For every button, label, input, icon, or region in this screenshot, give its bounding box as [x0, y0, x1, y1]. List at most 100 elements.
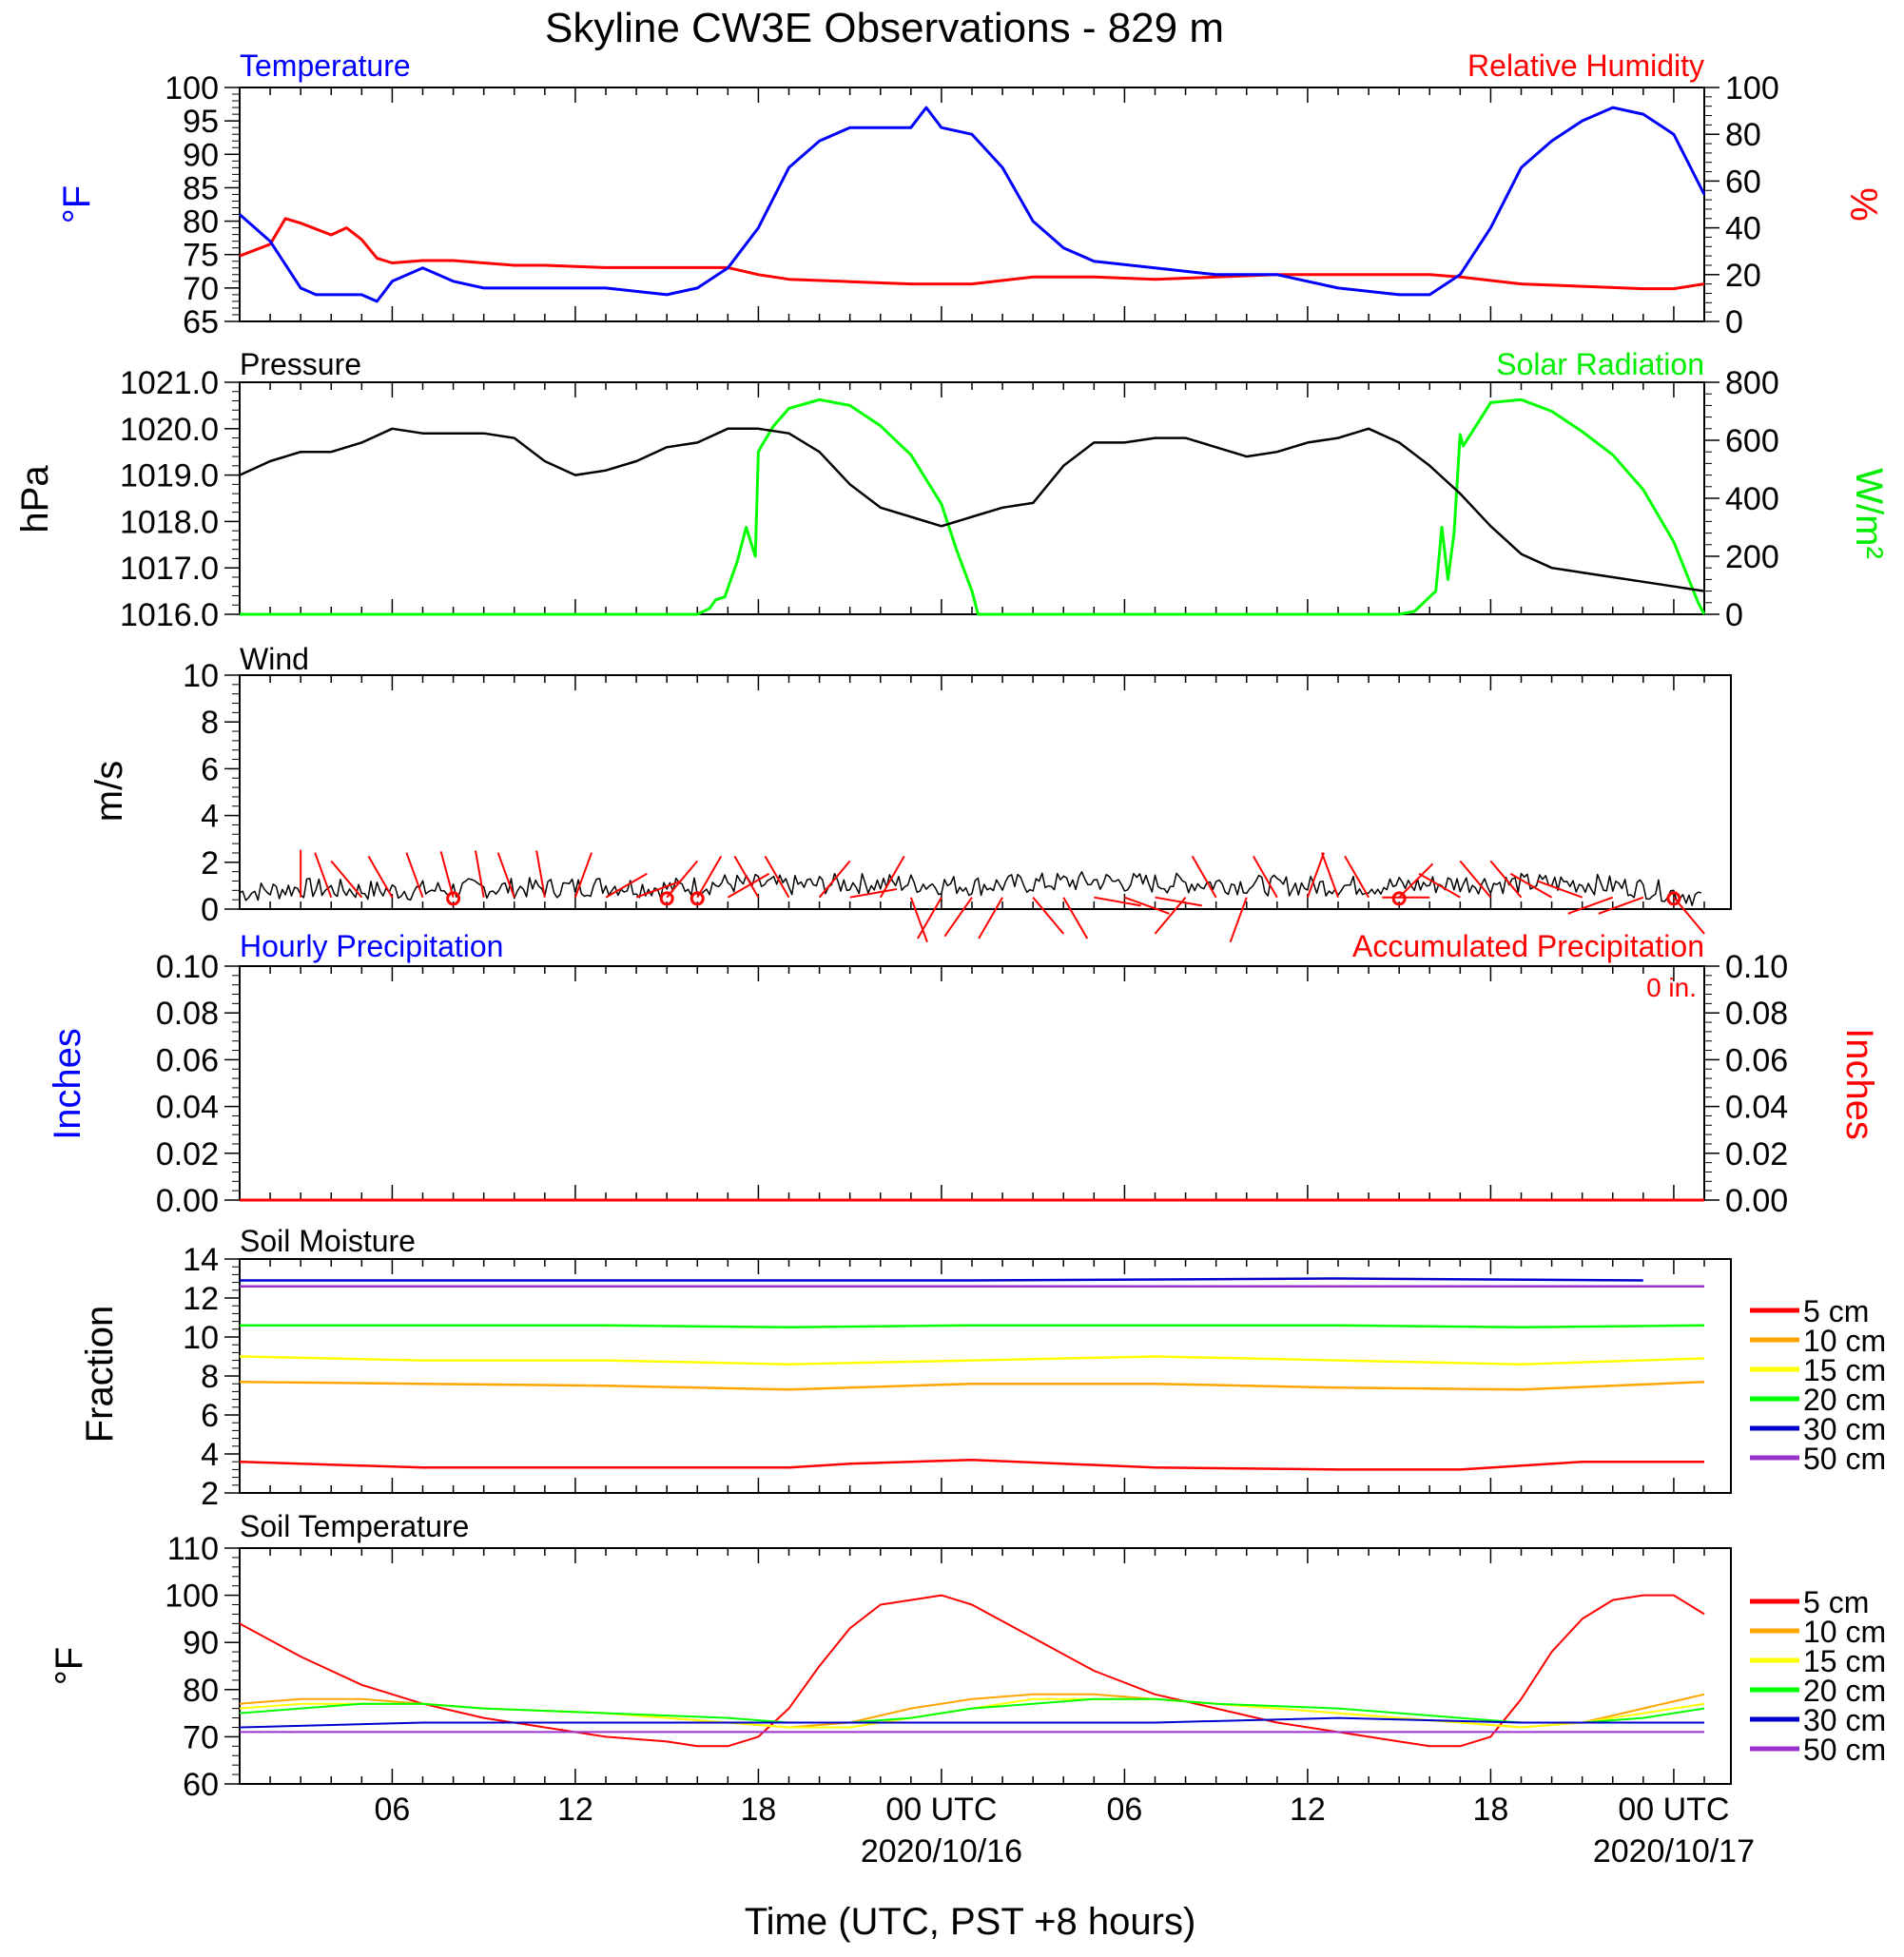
- calm-wind-marker: [1391, 891, 1407, 906]
- wind-barb: [696, 855, 723, 899]
- wind-barb: [818, 860, 851, 899]
- y-tick-label: 2: [201, 845, 219, 882]
- wind-barb: [1306, 852, 1325, 899]
- x-tick-label: 06: [375, 1792, 411, 1828]
- wind-barb: [764, 855, 790, 899]
- hourly-precip-unit: Inches: [47, 1028, 88, 1140]
- wind-panel: 10 8 6 4 2 0 Wind m/s: [88, 642, 1732, 943]
- wind-unit: m/s: [88, 761, 130, 822]
- pressure-panel: 1021.0 1020.0 1019.0 1018.0 1017.0 1016.0 800 6…: [14, 347, 1890, 633]
- wind-barb: [917, 897, 942, 940]
- y-tick-label: 14: [183, 1242, 219, 1278]
- chart-title: Skyline CW3E Observations - 829 m: [545, 5, 1224, 51]
- accum-precip-total: 0 in.: [1646, 973, 1697, 1002]
- y-tick-label: 100: [165, 70, 219, 107]
- soil-moisture-unit: Fraction: [79, 1306, 121, 1444]
- legend-label-5-cm: 5 cm: [1803, 1294, 1869, 1328]
- wind-barb: [1155, 896, 1202, 907]
- soil-moisture-line-30-cm: [240, 1277, 1643, 1282]
- wind-barb: [1094, 896, 1141, 907]
- wind-barb: [943, 897, 973, 938]
- y-tick-label: 8: [201, 705, 219, 741]
- pressure-unit: hPa: [14, 465, 56, 533]
- wind-barb: [1567, 896, 1614, 915]
- wind-barb: [573, 852, 593, 899]
- y-tick-label: 0.10: [156, 949, 219, 985]
- wind-barb: [330, 860, 363, 899]
- pressure-line: [239, 427, 1705, 592]
- y-tick-label: 1018.0: [120, 504, 219, 540]
- wind-barb: [496, 852, 515, 899]
- wind-barb: [1398, 862, 1434, 899]
- wind-title: Wind: [240, 642, 309, 676]
- y2-tick-label: 0.04: [1725, 1090, 1788, 1126]
- wind-barb: [879, 855, 905, 899]
- legend-label-30-cm: 30 cm: [1803, 1703, 1886, 1737]
- wind-barb: [314, 852, 333, 899]
- wind-barb: [1489, 860, 1523, 899]
- wind-barb: [1537, 880, 1583, 899]
- wind-barb: [909, 897, 928, 943]
- y-tick-label: 1020.0: [120, 412, 219, 448]
- y-tick-label: 1019.0: [120, 458, 219, 494]
- y-tick-label: 4: [201, 1437, 219, 1473]
- legend-label-15-cm: 15 cm: [1803, 1644, 1886, 1678]
- time-axis: 06 12 18 00 UTC 06 12 18 00 UTC 2020/10/16 2020/1…: [375, 1792, 1755, 1870]
- wind-barb: [1418, 872, 1461, 899]
- y-tick-label: 60: [183, 1767, 219, 1803]
- x-tick-label: 06: [1107, 1792, 1143, 1828]
- pressure-title: Pressure: [240, 347, 361, 381]
- pressure-plot: 1021.0 1020.0 1019.0 1018.0 1017.0 1016.0 800 6…: [120, 365, 1779, 633]
- hourly-precip-title: Hourly Precipitation: [240, 929, 503, 963]
- soil-temperature-title: Soil Temperature: [240, 1509, 469, 1543]
- wind-barb: [1252, 855, 1278, 899]
- legend-label-30-cm: 30 cm: [1803, 1412, 1886, 1446]
- calm-wind-marker: [690, 891, 705, 906]
- legend-label-20-cm: 20 cm: [1803, 1383, 1886, 1417]
- wind-barb: [1032, 897, 1065, 935]
- wind-barb: [535, 850, 546, 898]
- y2-tick-label: 80: [1725, 117, 1761, 153]
- y-tick-label: 85: [183, 170, 219, 206]
- wind-barb: [439, 851, 455, 898]
- soil-moisture-line-15-cm: [239, 1355, 1705, 1366]
- accum-precip-title: Accumulated Precipitation: [1352, 929, 1704, 963]
- soil-moisture-line-5-cm: [239, 1458, 1704, 1471]
- y-tick-label: 100: [165, 1579, 219, 1615]
- soil-moisture-title: Soil Moisture: [240, 1224, 416, 1258]
- humidity-title: Relative Humidity: [1467, 48, 1704, 83]
- legend-label-50-cm: 50 cm: [1803, 1733, 1886, 1767]
- y2-tick-label: 60: [1725, 164, 1761, 200]
- wind-barb: [474, 850, 485, 898]
- y2-tick-label: 400: [1725, 481, 1779, 517]
- y2-tick-label: 0.10: [1725, 949, 1788, 985]
- y2-tick-label: 100: [1725, 70, 1779, 107]
- y-tick-label: 1016.0: [120, 597, 219, 633]
- wind-barb: [1191, 855, 1217, 899]
- y-tick-label: 90: [183, 137, 219, 173]
- humidity-line: [239, 217, 1705, 291]
- press-frame: [239, 381, 1705, 615]
- soil-moisture-line-10-cm: [239, 1380, 1705, 1391]
- y-tick-label: 65: [183, 304, 219, 340]
- y-tick-label: 0.04: [156, 1090, 219, 1126]
- x-tick-label: 12: [1290, 1792, 1326, 1828]
- x-tick-label: 12: [557, 1792, 593, 1828]
- x-tick-label: 18: [1473, 1792, 1509, 1828]
- calm-wind-marker: [659, 891, 674, 906]
- wind-barb: [1509, 872, 1553, 899]
- y-tick-label: 12: [183, 1281, 219, 1317]
- legend-label-20-cm: 20 cm: [1803, 1674, 1886, 1708]
- precip-frame: [239, 965, 1705, 1201]
- precipitation-plot: 0.10 0.08 0.06 0.04 0.02 0.00 0.10 0.08 0.06 0.04…: [156, 949, 1788, 1219]
- calm-wind-marker: [1666, 891, 1681, 906]
- x-axis-label: Time (UTC, PST +8 hours): [745, 1901, 1196, 1943]
- y-tick-label: 10: [183, 1320, 219, 1356]
- wind-barb: [666, 860, 699, 899]
